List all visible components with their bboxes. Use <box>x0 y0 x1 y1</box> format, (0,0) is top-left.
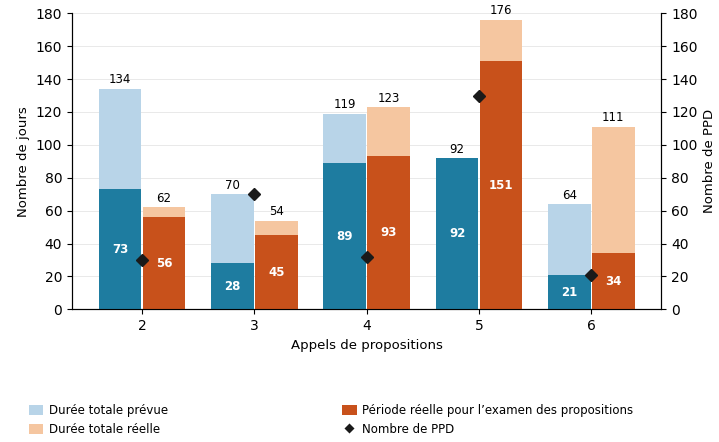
Text: 119: 119 <box>334 98 356 111</box>
Bar <box>436 158 478 309</box>
Text: 62: 62 <box>156 192 171 205</box>
Bar <box>480 61 522 309</box>
Text: 111: 111 <box>602 111 625 124</box>
Text: 56: 56 <box>155 257 172 270</box>
Bar <box>142 207 186 309</box>
Text: 176: 176 <box>490 4 512 17</box>
Bar <box>142 217 186 309</box>
Bar <box>99 89 142 309</box>
Text: 151: 151 <box>489 179 513 192</box>
Y-axis label: Nombre de jours: Nombre de jours <box>17 106 30 217</box>
X-axis label: Appels de propositions: Appels de propositions <box>290 339 443 352</box>
Bar <box>548 275 591 309</box>
Bar <box>324 114 366 309</box>
Bar <box>436 158 478 309</box>
Bar <box>367 107 410 309</box>
Bar <box>255 221 298 309</box>
Text: 70: 70 <box>225 179 240 192</box>
Bar <box>367 156 410 309</box>
Bar <box>99 189 142 309</box>
Text: 45: 45 <box>268 266 285 279</box>
Text: 92: 92 <box>449 227 465 240</box>
Text: 89: 89 <box>336 230 353 243</box>
Text: 123: 123 <box>377 91 400 105</box>
Bar <box>255 235 298 309</box>
Text: 21: 21 <box>562 286 577 299</box>
Bar <box>211 194 254 309</box>
Bar <box>548 204 591 309</box>
Y-axis label: Nombre de PPD: Nombre de PPD <box>703 109 716 213</box>
Bar <box>480 20 522 309</box>
Text: 28: 28 <box>224 280 241 293</box>
Text: 54: 54 <box>269 205 284 218</box>
Bar <box>592 253 635 309</box>
Text: 92: 92 <box>449 143 464 156</box>
Legend: Durée totale prévue, Durée totale réelle, Période prévue pour l’examen des propo: Durée totale prévue, Durée totale réelle… <box>29 404 633 442</box>
Text: 73: 73 <box>112 243 128 256</box>
Bar <box>324 163 366 309</box>
Text: 64: 64 <box>562 189 577 202</box>
Text: 134: 134 <box>109 73 132 87</box>
Bar <box>211 263 254 309</box>
Text: 93: 93 <box>380 226 397 240</box>
Text: 34: 34 <box>605 275 621 288</box>
Bar <box>592 127 635 309</box>
